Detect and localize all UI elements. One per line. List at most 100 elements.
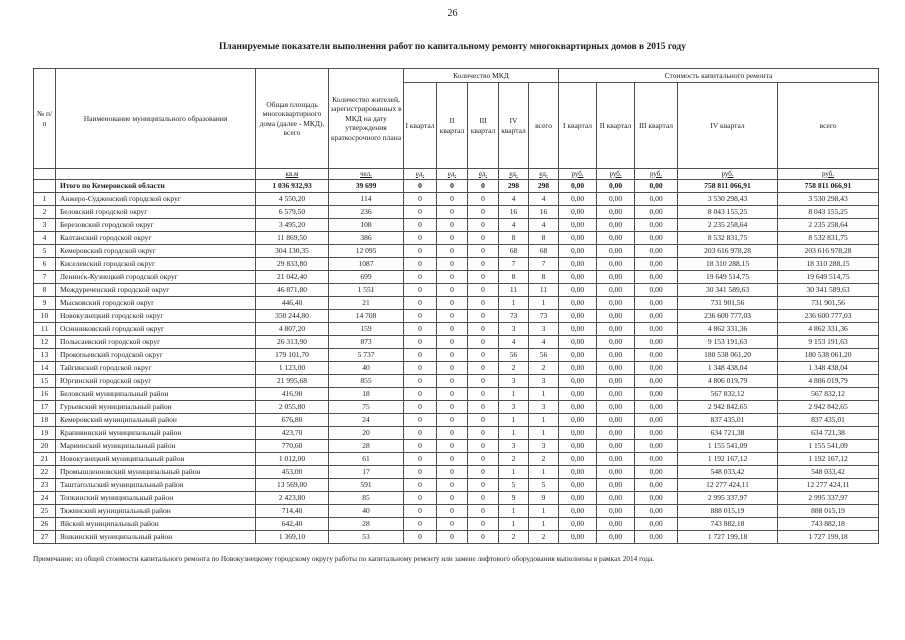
cell-q3: 0 <box>467 244 499 258</box>
cell-area: 642,40 <box>255 517 329 531</box>
cell-c2: 0,00 <box>596 426 636 440</box>
cell-c2: 0,00 <box>596 478 636 492</box>
cell-name: Гурьевский муниципальный район <box>55 400 256 414</box>
cell-q3: 0 <box>467 530 499 544</box>
cell-q2: 0 <box>436 283 468 297</box>
col-header-num: № п/п <box>33 68 56 169</box>
cell-c2: 0,00 <box>596 322 636 336</box>
units-row: кв.м чел. ед. ед. ед. ед. ед. руб. руб. … <box>33 168 880 180</box>
cell-c_total: 2 995 337,97 <box>777 491 880 505</box>
table-row: 9 Мысковский городской округ 446,40 21 0 0 0 1 1… <box>33 296 880 310</box>
cell-c2: 0,00 <box>596 283 636 297</box>
cell-c2: 0,00 <box>596 192 636 206</box>
cell-c1: 0,00 <box>558 205 598 219</box>
cell-q1: 0 <box>403 439 437 453</box>
cell-residents: 236 <box>328 205 404 219</box>
cell-q3: 0 <box>467 361 499 375</box>
cell-c2: 0,00 <box>596 517 636 531</box>
cell-c3: 0,00 <box>634 491 679 505</box>
cell-c_total: 3 530 298,43 <box>777 192 880 206</box>
cell-residents: 17 <box>328 465 404 479</box>
cell-q3: 0 <box>467 192 499 206</box>
cell-q4: 68 <box>498 244 529 258</box>
cell-c1: 0,00 <box>558 335 598 349</box>
cell-name: Беловский городской округ <box>55 205 256 219</box>
cell-area: 4 807,20 <box>255 322 329 336</box>
cell-q2: 0 <box>436 452 468 466</box>
col-header-area: Общая площадь многоквар­тирного дома (да… <box>255 68 329 169</box>
cell-q_total: 1 <box>527 517 560 531</box>
cell-residents: 159 <box>328 322 404 336</box>
cell-c4: 758 811 066,91 <box>677 179 779 193</box>
cell-c4: 8 043 155,25 <box>677 205 779 219</box>
cell-q_total: 8 <box>527 270 560 284</box>
cell-q1: 0 <box>403 192 437 206</box>
col-header-cost-q4: IV квартал <box>677 82 779 169</box>
col-header-cost-q1: I квартал <box>558 82 598 169</box>
cell-c2: 0,00 <box>596 205 636 219</box>
cell-name: Тайгинский городской округ <box>55 361 256 375</box>
cell-area: 453,00 <box>255 465 329 479</box>
cell-q2: 0 <box>436 309 468 323</box>
cell-area: 770,60 <box>255 439 329 453</box>
cell-q4: 2 <box>498 452 529 466</box>
cell-c1: 0,00 <box>558 192 598 206</box>
table-row: 7 Ленинск-Кузнецкий городской округ 21 042… <box>33 270 880 284</box>
cell-c_total: 731 901,56 <box>777 296 880 310</box>
cell-num: 16 <box>33 387 56 401</box>
cell-c3: 0,00 <box>634 361 679 375</box>
cell-num: 2 <box>33 205 56 219</box>
cell-q_total: 5 <box>527 478 560 492</box>
cell-q4: 298 <box>498 179 529 193</box>
cell-residents: 53 <box>328 530 404 544</box>
cell-residents: 20 <box>328 426 404 440</box>
cell-c3: 0,00 <box>634 205 679 219</box>
cell-num: 12 <box>33 335 56 349</box>
unit-cost-q1: руб. <box>558 168 598 180</box>
cell-q4: 1 <box>498 296 529 310</box>
cell-q1: 0 <box>403 270 437 284</box>
cell-c3: 0,00 <box>634 179 679 193</box>
cell-q4: 1 <box>498 413 529 427</box>
header-quarter-row: I квартал II квартал III квартал IV квар… <box>34 82 880 169</box>
cell-area: 11 869,50 <box>255 231 329 245</box>
group-header-cost: Стоимость капитального ремонта <box>558 68 880 83</box>
cell-q2: 0 <box>436 257 468 271</box>
cell-c1: 0,00 <box>558 361 598 375</box>
cell-area: 1 369,10 <box>255 530 329 544</box>
cell-c3: 0,00 <box>634 530 679 544</box>
cell-q2: 0 <box>436 218 468 232</box>
cell-num: 1 <box>33 192 56 206</box>
cell-q1: 0 <box>403 205 437 219</box>
table-row: 11 Осинниковский городской округ 4 807,20 1… <box>33 322 880 336</box>
table-row: 1 Анжеро-Судженский городской округ 4 550,… <box>33 192 880 206</box>
cell-c4: 1 348 438,04 <box>677 361 779 375</box>
cell-q3: 0 <box>467 452 499 466</box>
cell-residents: 61 <box>328 452 404 466</box>
cell-name: Таштагольский муниципальный район <box>55 478 256 492</box>
cell-q2: 0 <box>436 231 468 245</box>
cell-area: 3 495,20 <box>255 218 329 232</box>
cell-name: Итого по Кемеровской области <box>55 179 256 193</box>
cell-q3: 0 <box>467 348 499 362</box>
cell-c_total: 634 721,38 <box>777 426 880 440</box>
cell-name: Полысаевский городской округ <box>55 335 256 349</box>
unit-residents: чел. <box>328 168 404 180</box>
cell-c3: 0,00 <box>634 413 679 427</box>
cell-c2: 0,00 <box>596 361 636 375</box>
cell-q2: 0 <box>436 270 468 284</box>
cell-q1: 0 <box>403 231 437 245</box>
cell-c1: 0,00 <box>558 270 598 284</box>
table-row: 25 Тяжинский муниципальный район 714,40 40 0… <box>33 504 880 518</box>
cell-area: 21 995,68 <box>255 374 329 388</box>
cell-c_total: 548 033,42 <box>777 465 880 479</box>
cell-q1: 0 <box>403 335 437 349</box>
cell-residents: 591 <box>328 478 404 492</box>
cell-c1: 0,00 <box>558 452 598 466</box>
cell-residents: 108 <box>328 218 404 232</box>
cell-area: 46 871,80 <box>255 283 329 297</box>
cell-q3: 0 <box>467 387 499 401</box>
table-row: 20 Мариинский муниципальный район 770,60 28… <box>33 439 880 453</box>
cell-c2: 0,00 <box>596 504 636 518</box>
cell-q2: 0 <box>436 205 468 219</box>
